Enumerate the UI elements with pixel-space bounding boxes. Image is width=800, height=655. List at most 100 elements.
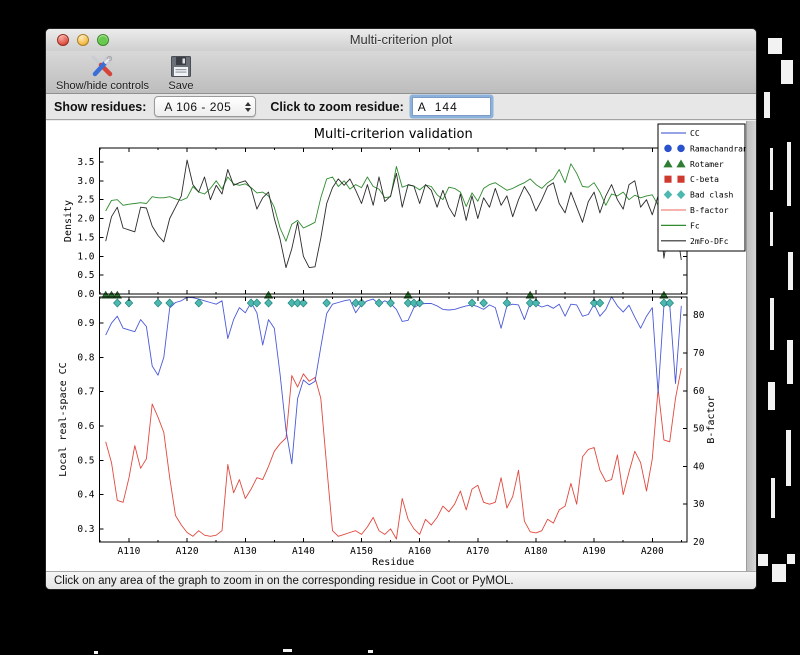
controls-row: Show residues: A 106 - 205 Click to zoom… bbox=[46, 94, 756, 120]
legend-label: Fc bbox=[690, 221, 700, 230]
bad-clash-outlier-marker bbox=[665, 298, 674, 308]
bad-clash-outlier-marker bbox=[357, 298, 366, 308]
validation-plot-area[interactable] bbox=[99, 297, 688, 542]
window-controls bbox=[57, 34, 109, 46]
y-tick-label: 1.0 bbox=[77, 251, 94, 262]
legend-swatch-square bbox=[664, 175, 672, 183]
cc-tick-label: 0.3 bbox=[77, 524, 94, 535]
close-button[interactable] bbox=[57, 34, 69, 46]
legend-swatch-diamond bbox=[663, 190, 673, 200]
bad-clash-outlier-marker bbox=[403, 298, 413, 308]
x-tick-label: A140 bbox=[292, 546, 315, 557]
bad-clash-outlier-marker bbox=[502, 298, 512, 308]
stepper-arrows-icon bbox=[240, 97, 255, 116]
bad-clash-outlier-marker bbox=[525, 298, 535, 308]
legend-entry: Fc bbox=[661, 221, 700, 230]
legend-swatch-diamond bbox=[676, 190, 686, 200]
show-residues-select[interactable]: A 106 - 205 bbox=[154, 96, 257, 117]
legend-label: B-factor bbox=[690, 206, 729, 215]
tools-icon bbox=[91, 55, 113, 77]
app-window: Multi-criterion plot Show/hide controls bbox=[45, 28, 757, 590]
x-tick-label: A160 bbox=[408, 546, 431, 557]
cc-tick-label: 0.7 bbox=[77, 387, 94, 398]
bad-clash-outlier-marker bbox=[293, 298, 302, 308]
plot-line-b-factor bbox=[105, 368, 682, 540]
density-plot-area[interactable] bbox=[99, 148, 688, 294]
bad-clash-outlier-marker bbox=[409, 298, 419, 308]
bad-clash-outlier-marker bbox=[589, 298, 599, 308]
y-tick-label: 0.0 bbox=[77, 289, 94, 300]
bad-clash-outlier-marker bbox=[386, 298, 395, 308]
plot-line-cc bbox=[105, 296, 682, 465]
legend-swatch-triangle bbox=[676, 159, 686, 168]
legend-label: 2mFo-DFc bbox=[690, 237, 729, 246]
legend-entry: CC bbox=[661, 129, 700, 138]
bad-clash-outlier-marker bbox=[322, 298, 331, 308]
x-axis-label: Residue bbox=[372, 557, 414, 568]
save-icon bbox=[170, 56, 191, 77]
x-tick-label: A190 bbox=[583, 546, 606, 557]
legend-swatch-square bbox=[677, 175, 685, 183]
plot-line-2mfo-dfc bbox=[105, 159, 682, 269]
bad-clash-outlier-marker bbox=[153, 298, 163, 308]
outlier-markers bbox=[101, 290, 674, 308]
title-bar[interactable]: Multi-criterion plot bbox=[46, 29, 756, 52]
toolbar-button-label: Show/hide controls bbox=[56, 80, 149, 92]
save-button[interactable]: Save bbox=[167, 51, 195, 92]
bottom-plot-series bbox=[105, 296, 682, 540]
bad-clash-outlier-marker bbox=[351, 298, 361, 308]
y-tick-label: 2.0 bbox=[77, 214, 94, 225]
legend-entry: Ramachandran bbox=[664, 144, 746, 153]
bad-clash-outlier-marker bbox=[194, 298, 204, 308]
bad-clash-outlier-marker bbox=[113, 298, 122, 308]
bad-clash-outlier-marker bbox=[287, 298, 297, 308]
cc-tick-label: 0.6 bbox=[77, 421, 94, 432]
bad-clash-outlier-marker bbox=[124, 298, 134, 308]
canvas-gutter bbox=[746, 121, 756, 571]
x-tick-label: A170 bbox=[466, 546, 489, 557]
legend-label: Rotamer bbox=[690, 160, 724, 169]
legend: CC Ramachandran Rotamer C-beta Bad clash B-fa… bbox=[657, 123, 746, 252]
legend-entry: B-factor bbox=[661, 206, 729, 215]
plot-line-fc bbox=[105, 163, 682, 242]
zoom-button[interactable] bbox=[97, 34, 109, 46]
legend-label: Ramachandran bbox=[690, 144, 746, 153]
density-axis-label: Density bbox=[63, 200, 74, 242]
show-hide-controls-button[interactable]: Show/hide controls bbox=[56, 51, 149, 92]
bad-clash-outlier-marker bbox=[479, 298, 488, 308]
bad-clash-outlier-marker bbox=[595, 298, 605, 308]
zoom-residue-label: Click to zoom residue: bbox=[270, 99, 404, 114]
bad-clash-outlier-marker bbox=[659, 298, 669, 308]
x-tick-label: A120 bbox=[176, 546, 199, 557]
bfactor-tick-label: 50 bbox=[693, 424, 705, 435]
bad-clash-outlier-marker bbox=[374, 298, 384, 308]
show-residues-value: A 106 - 205 bbox=[164, 99, 232, 114]
legend-label: C-beta bbox=[690, 175, 719, 184]
figure-canvas[interactable]: 0.0 0.5 1.0 1.5 2.0 2.5 3.0 3.5 0.3 0.4 0.5 0.6 0.7 0… bbox=[46, 121, 746, 571]
legend-entry: 2mFo-DFc bbox=[661, 237, 729, 246]
legend-entry: Bad clash bbox=[663, 190, 734, 200]
y-tick-label: 3.0 bbox=[77, 176, 94, 187]
zoom-residue-input[interactable] bbox=[411, 97, 491, 116]
x-tick-label: A180 bbox=[525, 546, 548, 557]
bottom-plot-frame bbox=[99, 296, 688, 543]
multi-criterion-figure[interactable]: 0.0 0.5 1.0 1.5 2.0 2.5 3.0 3.5 0.3 0.4 0.5 0.6 0.7 0… bbox=[46, 121, 746, 571]
top-plot-series bbox=[105, 159, 682, 269]
minimize-button[interactable] bbox=[77, 34, 89, 46]
y-tick-label: 2.5 bbox=[77, 195, 94, 206]
cc-tick-label: 0.5 bbox=[77, 455, 94, 466]
toolbar: Show/hide controls Save bbox=[46, 51, 756, 94]
legend-swatch-circle bbox=[664, 144, 672, 153]
x-tick-label: A150 bbox=[350, 546, 373, 557]
bfactor-tick-label: 70 bbox=[693, 348, 705, 359]
legend-label: Bad clash bbox=[690, 191, 734, 200]
bad-clash-outlier-marker bbox=[531, 298, 541, 308]
show-residues-label: Show residues: bbox=[54, 99, 147, 114]
bfactor-tick-label: 80 bbox=[693, 310, 705, 321]
bad-clash-outlier-marker bbox=[264, 298, 273, 308]
bad-clash-outlier-marker bbox=[415, 298, 424, 308]
legend-entry: Rotamer bbox=[663, 159, 724, 169]
cc-tick-label: 0.9 bbox=[77, 318, 94, 329]
bfactor-tick-label: 60 bbox=[693, 386, 705, 397]
